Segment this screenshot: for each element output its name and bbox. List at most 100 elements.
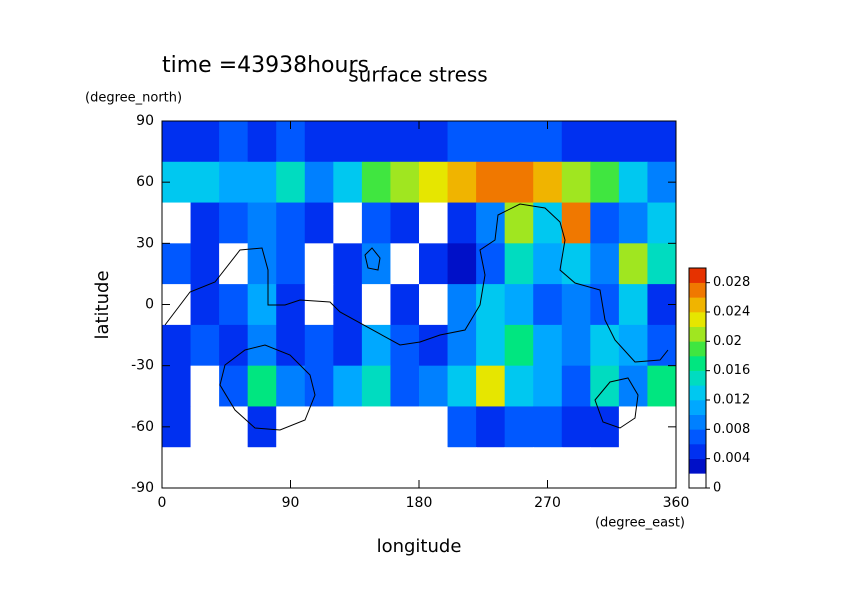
heat-cell — [361, 406, 391, 448]
heat-cell — [476, 161, 506, 204]
heat-cell — [219, 161, 249, 204]
heat-cell — [190, 121, 220, 163]
heat-cell — [390, 447, 420, 489]
heat-cell — [247, 447, 277, 489]
colorbar-swatch — [689, 356, 706, 371]
x-tick-label: 360 — [663, 495, 690, 511]
colorbar-swatch — [689, 385, 706, 401]
heat-cell — [390, 202, 420, 244]
heat-cell — [447, 243, 477, 285]
heat-cell — [304, 406, 334, 448]
heat-cell — [390, 406, 420, 448]
y-tick-label: -30 — [131, 358, 154, 374]
colorbar-swatch — [689, 297, 706, 313]
heat-cell — [361, 202, 391, 244]
heat-cell — [247, 121, 277, 163]
colorbar-swatch — [689, 326, 706, 342]
heat-cell — [561, 121, 591, 163]
y-tick-label: 30 — [136, 235, 154, 251]
heat-cell — [333, 161, 363, 204]
heat-cell — [419, 202, 449, 244]
heat-cell — [276, 243, 306, 285]
y-tick-label: 60 — [136, 174, 154, 190]
heat-cell — [504, 284, 534, 326]
heat-cell — [504, 365, 534, 407]
heat-cell — [390, 243, 420, 285]
colorbar-swatch — [689, 473, 706, 489]
heat-cell — [190, 202, 220, 244]
heat-cell — [190, 447, 220, 489]
heat-cell — [504, 324, 534, 367]
heat-cell — [504, 202, 534, 244]
heat-cell — [618, 447, 648, 489]
heat-cell — [190, 406, 220, 448]
heat-cell — [447, 447, 477, 489]
heat-cell — [533, 202, 563, 244]
heat-cell — [476, 406, 506, 448]
heat-cell — [590, 324, 620, 367]
heat-cell — [219, 406, 249, 448]
colorbar-swatch — [689, 370, 706, 386]
heat-cell — [390, 324, 420, 367]
colorbar-tick-label: 0.028 — [713, 275, 750, 290]
axes: 0 90 180 270 360 -90 -60 -30 0 30 60 90 — [131, 113, 689, 511]
heat-cell — [476, 324, 506, 367]
colorbar-swatch — [689, 268, 706, 283]
heat-cell — [190, 284, 220, 326]
heat-cell — [304, 324, 334, 367]
heat-cell — [219, 447, 249, 489]
coastlines — [164, 203, 669, 431]
heat-cell — [247, 202, 277, 244]
heat-cell — [219, 202, 249, 244]
heat-cell — [333, 284, 363, 326]
heat-cell — [618, 243, 648, 285]
heat-cell — [476, 365, 506, 407]
heat-cell — [618, 121, 648, 163]
heat-cell — [333, 447, 363, 489]
heat-cell — [276, 161, 306, 204]
heat-cell — [533, 243, 563, 285]
heat-cell — [304, 161, 334, 204]
heat-cell — [304, 365, 334, 407]
heat-cell — [361, 161, 391, 204]
heat-cell — [618, 202, 648, 244]
heat-cell — [590, 161, 620, 204]
heat-cell — [647, 243, 677, 285]
x-tick-label: 180 — [406, 495, 433, 511]
heat-cell — [504, 447, 534, 489]
heat-cell — [618, 161, 648, 204]
heat-cell — [333, 121, 363, 163]
heat-cell — [162, 365, 192, 407]
heat-cell — [447, 202, 477, 244]
heat-cell — [390, 121, 420, 163]
heat-cell — [533, 324, 563, 367]
heat-cell — [590, 447, 620, 489]
heat-cell — [590, 365, 620, 407]
heat-cell — [533, 161, 563, 204]
heat-cell — [590, 202, 620, 244]
heat-cell — [361, 121, 391, 163]
heat-cell — [447, 365, 477, 407]
colorbar-tick-label: 0 — [713, 481, 721, 496]
heat-cell — [447, 284, 477, 326]
heat-cell — [190, 161, 220, 204]
x-unit: (degree_east) — [595, 516, 685, 531]
chart-subtitle: surface stress — [348, 63, 487, 87]
colorbar-tick-label: 0.004 — [713, 451, 750, 466]
heat-cell — [390, 284, 420, 326]
heat-cell — [618, 324, 648, 367]
heat-cell — [618, 284, 648, 326]
heat-cell — [504, 121, 534, 163]
heat-cell — [333, 324, 363, 367]
heat-cell — [476, 243, 506, 285]
heat-cell — [476, 447, 506, 489]
heat-cell — [247, 406, 277, 448]
y-tick-label: 90 — [136, 113, 154, 129]
y-axis-label: latitude — [92, 270, 113, 339]
heat-cell — [361, 324, 391, 367]
heat-cell — [504, 406, 534, 448]
heat-cell — [561, 447, 591, 489]
heat-cell — [561, 284, 591, 326]
